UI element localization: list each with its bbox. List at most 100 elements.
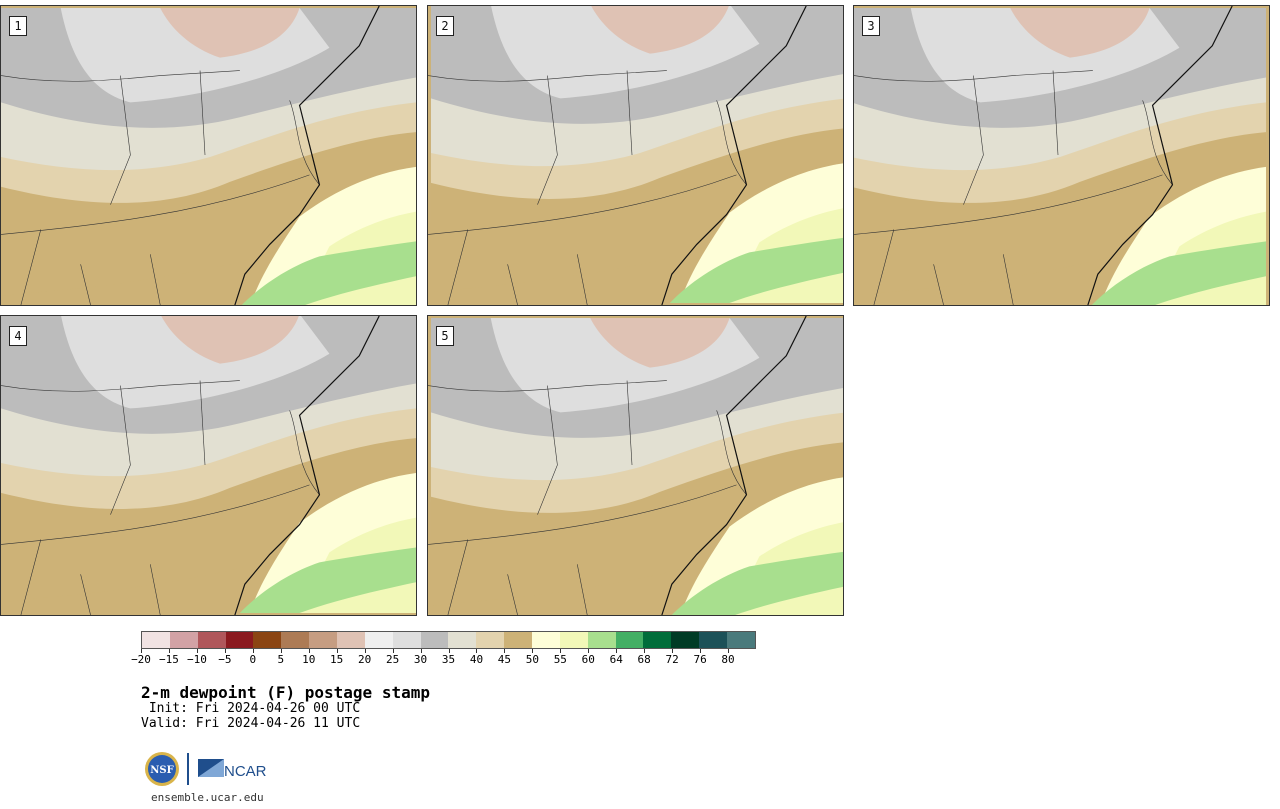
colorbar-tick-label: 76	[693, 653, 707, 666]
colorbar-tick	[336, 649, 338, 653]
dewpoint-shading-band	[1, 383, 416, 503]
dewpoint-shading-band	[1, 408, 416, 539]
colorbar-tick-label: −20	[131, 653, 151, 666]
colorbar-segment	[699, 632, 728, 648]
ensemble-panel-5: 5	[427, 315, 844, 616]
colorbar-tick-label: 64	[609, 653, 623, 666]
colorbar-tick	[168, 649, 170, 653]
dewpoint-shading-band	[1, 102, 416, 233]
colorbar-segment	[281, 632, 310, 648]
dewpoint-shading-band	[430, 388, 843, 507]
ensemble-panel-4: 4	[0, 315, 417, 616]
colorbar-tick-label: 5	[277, 653, 285, 666]
colorbar-tick	[224, 649, 226, 653]
state-boundary	[1, 70, 240, 82]
colorbar-tick	[420, 649, 422, 653]
state-boundary	[716, 410, 747, 495]
state-boundary	[1142, 100, 1173, 185]
colorbar-segment	[225, 632, 254, 648]
dewpoint-shading-band	[669, 237, 843, 304]
ncar-logo-icon: NCAR	[198, 759, 267, 780]
site-url: ensemble.ucar.edu	[151, 791, 264, 804]
colorbar-tick	[560, 649, 562, 653]
colorbar-segment	[532, 632, 560, 648]
dewpoint-shading-band	[430, 74, 843, 193]
dewpoint-shading-band	[160, 7, 300, 58]
colorbar-tick-label: 25	[385, 653, 400, 666]
colorbar-segment	[727, 632, 755, 648]
colorbar-tick-label: 50	[525, 653, 539, 666]
colorbar-segment	[643, 632, 672, 648]
colorbar-tick	[644, 649, 646, 653]
colorbar-segment	[392, 632, 421, 648]
state-boundary	[428, 70, 667, 82]
state-boundary	[110, 385, 131, 515]
colorbar-tick	[700, 649, 702, 653]
dewpoint-shading-band	[1010, 7, 1150, 58]
colorbar-tick	[280, 649, 282, 653]
colorbar-segment	[448, 632, 477, 648]
colorbar-segment	[364, 632, 393, 648]
member-label-2: 2	[436, 16, 454, 36]
state-boundary	[428, 484, 737, 545]
nsf-logo-icon: NSF	[145, 752, 179, 786]
colorbar-tick-label: −15	[159, 653, 179, 666]
colorbar-tick-label: 10	[302, 653, 316, 666]
state-boundary	[873, 229, 895, 305]
colorbar-tick	[588, 649, 590, 653]
dewpoint-shading-band	[430, 98, 843, 229]
colorbar-segment	[504, 632, 533, 648]
dewpoint-shading-band	[239, 547, 416, 614]
state-boundary	[576, 564, 588, 615]
state-boundary	[626, 70, 633, 156]
dewpoint-shading-band	[671, 551, 843, 615]
colorbar-segment	[197, 632, 226, 648]
state-boundary	[1, 380, 240, 392]
member-label-3: 3	[862, 16, 880, 36]
state-boundary	[428, 380, 667, 392]
colorbar-tick-label: 72	[665, 653, 679, 666]
state-boundary	[537, 385, 558, 515]
colorbar-tick	[392, 649, 394, 653]
dewpoint-shading-band	[1, 132, 416, 297]
state-boundary	[428, 174, 737, 235]
state-boundary	[80, 264, 91, 305]
svg-text:NSF: NSF	[150, 765, 173, 776]
dewpoint-shading-band	[590, 317, 730, 368]
valid-time: Valid: Fri 2024-04-26 11 UTC	[141, 716, 361, 731]
dewpoint-shading-band	[430, 128, 843, 293]
colorbar-tick	[504, 649, 506, 653]
state-boundary	[447, 539, 469, 615]
state-boundary	[507, 574, 518, 615]
state-boundary	[933, 264, 944, 305]
colorbar-segment	[587, 632, 616, 648]
state-boundary	[80, 574, 91, 615]
svg-text:NCAR: NCAR	[224, 763, 267, 780]
colorbar-tick	[308, 649, 310, 653]
dewpoint-shading-band	[854, 77, 1267, 197]
member-label-1: 1	[9, 16, 27, 36]
product-title: 2-m dewpoint (F) postage stamp	[141, 683, 430, 702]
colorbar-tick-label: 45	[497, 653, 512, 666]
dewpoint-shading-band	[1, 77, 416, 197]
state-boundary	[199, 380, 206, 466]
colorbar-tick-label: 15	[330, 653, 344, 666]
colorbar-segment	[476, 632, 505, 648]
colorbar-tick-label: −5	[218, 653, 232, 666]
coastline	[1087, 6, 1233, 305]
dewpoint-map-5	[428, 316, 843, 615]
colorbar-tick	[196, 649, 198, 653]
ensemble-panel-3: 3	[853, 5, 1270, 306]
colorbar-segment	[337, 632, 365, 648]
state-boundary	[20, 229, 42, 305]
state-boundary	[110, 75, 131, 205]
coastline	[234, 316, 380, 615]
state-boundary	[854, 70, 1093, 82]
coastline	[234, 6, 380, 305]
state-boundary	[507, 264, 518, 305]
state-boundary	[963, 75, 984, 205]
dewpoint-shading-band	[1091, 241, 1267, 305]
state-boundary	[854, 174, 1163, 235]
state-boundary	[537, 75, 558, 205]
colorbar-tick	[476, 649, 478, 653]
